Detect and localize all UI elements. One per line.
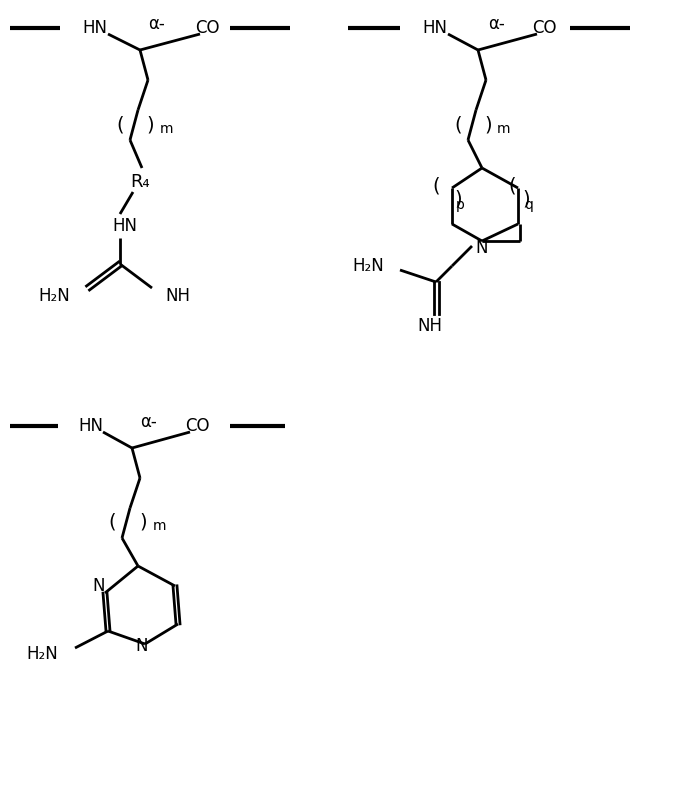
Text: N: N <box>92 577 105 595</box>
Text: HN: HN <box>78 417 103 435</box>
Text: ): ) <box>484 116 492 134</box>
Text: m: m <box>153 519 166 533</box>
Text: ): ) <box>146 116 154 134</box>
Text: m: m <box>497 122 510 136</box>
Text: α-: α- <box>488 15 505 33</box>
Text: R₄: R₄ <box>130 173 150 191</box>
Text: (: ( <box>116 116 124 134</box>
Text: N: N <box>135 637 148 655</box>
Text: H₂N: H₂N <box>26 645 58 663</box>
Text: CO: CO <box>185 417 210 435</box>
Text: N: N <box>476 239 488 257</box>
Text: ): ) <box>140 512 147 531</box>
Text: (: ( <box>454 116 462 134</box>
Text: α-: α- <box>148 15 164 33</box>
Text: HN: HN <box>422 19 447 37</box>
Text: q: q <box>524 198 533 212</box>
Text: (: ( <box>109 512 116 531</box>
Text: HN: HN <box>82 19 107 37</box>
Text: ): ) <box>454 189 462 208</box>
Text: CO: CO <box>532 19 557 37</box>
Text: CO: CO <box>195 19 220 37</box>
Text: p: p <box>456 198 465 212</box>
Text: H₂N: H₂N <box>38 287 70 305</box>
Text: NH: NH <box>417 317 443 335</box>
Text: NH: NH <box>165 287 190 305</box>
Text: α-: α- <box>140 413 157 431</box>
Text: (: ( <box>508 177 516 196</box>
Text: HN: HN <box>112 217 137 235</box>
Text: ): ) <box>522 189 530 208</box>
Text: m: m <box>160 122 173 136</box>
Text: (: ( <box>433 177 440 196</box>
Text: H₂N: H₂N <box>353 257 384 275</box>
